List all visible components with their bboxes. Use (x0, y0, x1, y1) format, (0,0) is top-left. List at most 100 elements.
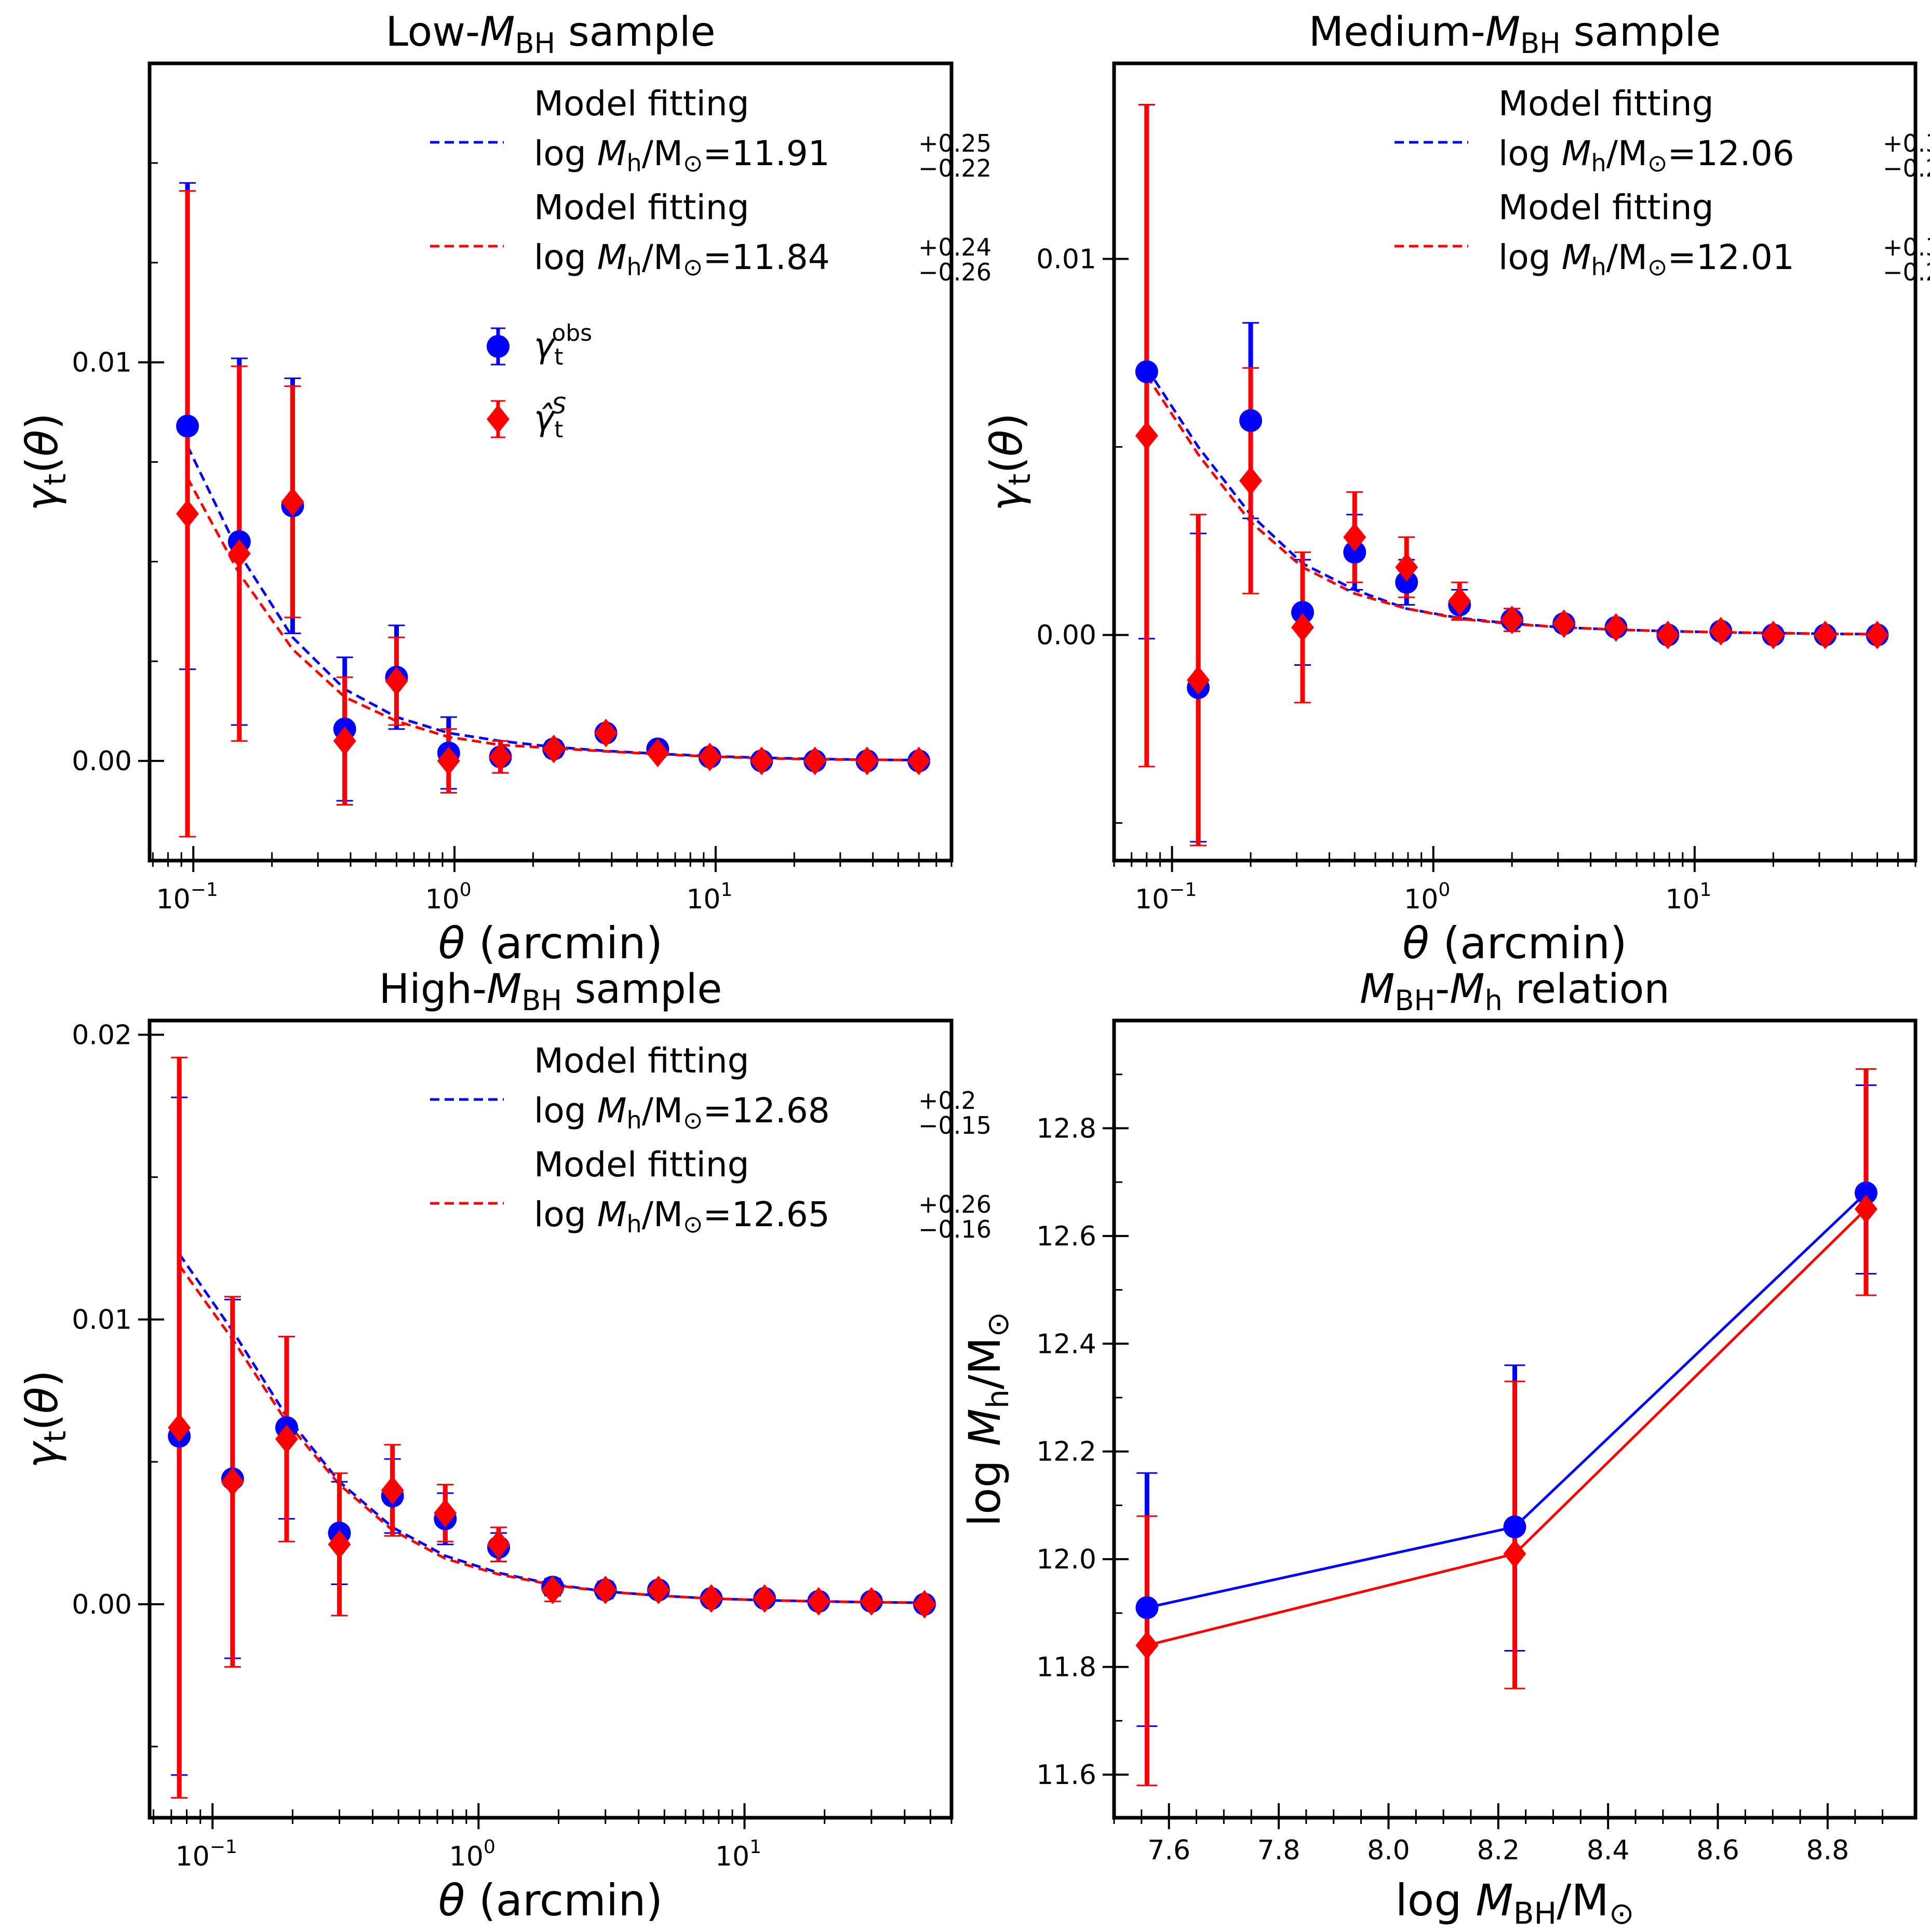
y-axis-label: log Mh/M⊙ (959, 1312, 1015, 1526)
data-point-circle (1291, 601, 1315, 624)
data-point-diamond (489, 742, 512, 771)
data-point-diamond (487, 1530, 511, 1559)
legend-mass-err: +0.2 (918, 1086, 976, 1115)
data-point-diamond (1604, 613, 1628, 642)
x-tick-label: 8.4 (1587, 1835, 1630, 1866)
x-tick-label: 7.8 (1257, 1835, 1301, 1866)
legend-mass-err: −0.23 (1883, 154, 1930, 182)
x-axis-label: θ (arcmin) (438, 1875, 663, 1926)
panel-relation: MBH-Mh relation 11.6 11.8 12.0 12.2 12.4 12.6 1… (959, 966, 1918, 1931)
data-point-diamond (855, 746, 879, 775)
data-point-diamond (1552, 609, 1576, 638)
data-point-diamond (168, 1413, 191, 1442)
legend-mass: log Mh/M⊙=11.91 (534, 133, 830, 177)
legend-mass: log Mh/M⊙=11.84 (534, 237, 830, 281)
x-tick-label: 7.6 (1147, 1835, 1190, 1866)
legend-label: Model fitting (1498, 187, 1714, 227)
panel-title: MBH-Mh relation (1360, 966, 1670, 1017)
data-point-diamond (1854, 1195, 1878, 1224)
data-point-diamond (698, 742, 721, 771)
data-point-diamond (434, 1498, 457, 1527)
x-tick-label: 100 (425, 879, 472, 915)
panel-title: Low-MBH sample (385, 9, 715, 60)
data-point-circle (1135, 1596, 1159, 1619)
data-point-diamond (646, 739, 669, 768)
legend-point-label: γtobs (534, 320, 592, 370)
data-point-circle (1854, 1181, 1878, 1204)
data-point-diamond (1343, 522, 1366, 552)
data-point-circle (1503, 1515, 1526, 1538)
legend-mass-err: −0.16 (918, 1215, 991, 1243)
panel-medium: Medium-MBH sample 0.00 0.01 10−1 100 101 θ (ar… (981, 9, 1930, 969)
data-point-diamond (1709, 616, 1733, 646)
data-point-diamond (385, 667, 408, 696)
legend-label: Model fitting (1498, 84, 1714, 124)
legend-mass-err: +0.25 (918, 129, 991, 157)
x-tick-label: 100 (449, 1836, 495, 1872)
x-tick-label: 100 (1404, 879, 1450, 915)
x-tick-label: 8.2 (1477, 1835, 1520, 1866)
y-tick-label: 12.8 (1036, 1113, 1096, 1144)
data-point-diamond (437, 746, 460, 775)
data-point-diamond (647, 1575, 670, 1604)
y-tick-label: 12.2 (1036, 1437, 1096, 1468)
legend-mass-err: +0.26 (918, 1190, 991, 1218)
x-tick-label: 10−1 (1135, 879, 1197, 915)
y-axis-label: γt(θ) (17, 1370, 73, 1468)
legend: Model fitting log Mh/M⊙=12.06 +0.3−0.23 Mod… (1395, 84, 1930, 286)
y-tick-label: 0.01 (1036, 244, 1096, 275)
panel-low: Low-MBH sample 0.00 0.01 10−1 100 101 θ (arcmi… (17, 9, 991, 969)
legend-label: Model fitting (534, 1145, 749, 1185)
data-point-diamond (1866, 621, 1889, 650)
y-tick-label: 0.01 (72, 1305, 132, 1336)
data-point-circle (176, 414, 199, 438)
y-tick-label: 12.0 (1036, 1544, 1096, 1575)
data-point-circle (1343, 541, 1366, 564)
panel-title: High-MBH sample (379, 966, 722, 1017)
legend-mass: log Mh/M⊙=12.01 (1498, 237, 1794, 281)
data-point-diamond (913, 1590, 936, 1619)
data-point-diamond (281, 487, 304, 516)
legend-mass-err: −0.25 (1883, 258, 1930, 286)
data-point-diamond (333, 727, 356, 756)
data-point-diamond (1395, 553, 1418, 582)
y-tick-label: 0.02 (72, 1019, 132, 1051)
data-point-circle (1135, 360, 1158, 383)
plot-frame (1112, 61, 1918, 863)
data-point-diamond (750, 746, 773, 775)
legend-label: Model fitting (534, 187, 749, 227)
data-point-diamond (907, 746, 931, 775)
data-point-diamond (275, 1425, 298, 1454)
x-tick-label: 10−1 (156, 879, 218, 915)
y-tick-label: 11.8 (1036, 1652, 1096, 1683)
x-tick-label: 8.6 (1696, 1835, 1739, 1866)
y-tick-label: 11.6 (1036, 1760, 1096, 1791)
data-point-diamond (1762, 621, 1785, 650)
data-point-diamond (803, 746, 827, 775)
data-point-diamond (541, 1575, 565, 1604)
legend-mass: log Mh/M⊙=12.06 (1498, 133, 1794, 177)
x-axis-label: θ (arcmin) (1402, 918, 1627, 969)
data-point-diamond (1500, 606, 1524, 635)
relation-line-blue (1146, 1192, 1867, 1609)
plot-area (176, 182, 931, 838)
model-curve-blue (186, 445, 919, 762)
data-point-circle (487, 335, 510, 358)
data-point-diamond (700, 1584, 723, 1613)
data-point-diamond (594, 1575, 617, 1604)
plot-area (1135, 104, 1889, 847)
data-point-diamond (1135, 421, 1158, 450)
legend-point-label: γ̂tS (534, 393, 566, 443)
data-point-diamond (487, 405, 510, 434)
legend-mass-err: +0.3 (1883, 129, 1930, 157)
y-tick-label: 0.00 (72, 746, 132, 777)
data-point-diamond (1503, 1539, 1526, 1568)
y-tick-label: 0.00 (1036, 620, 1096, 651)
y-tick-label: 0.00 (72, 1589, 132, 1620)
legend-label: Model fitting (534, 84, 749, 124)
legend-mass-err: −0.22 (918, 154, 991, 182)
data-point-diamond (1814, 621, 1837, 650)
x-axis-label: log MBH/M⊙ (1395, 1875, 1634, 1931)
panel-title: Medium-MBH sample (1309, 9, 1721, 60)
data-point-diamond (1291, 613, 1315, 642)
